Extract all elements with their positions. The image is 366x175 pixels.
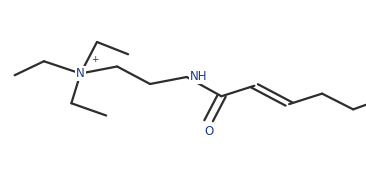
Text: O: O xyxy=(204,125,213,138)
Text: N: N xyxy=(76,67,85,80)
Text: +: + xyxy=(91,55,98,64)
Text: NH: NH xyxy=(190,70,208,83)
